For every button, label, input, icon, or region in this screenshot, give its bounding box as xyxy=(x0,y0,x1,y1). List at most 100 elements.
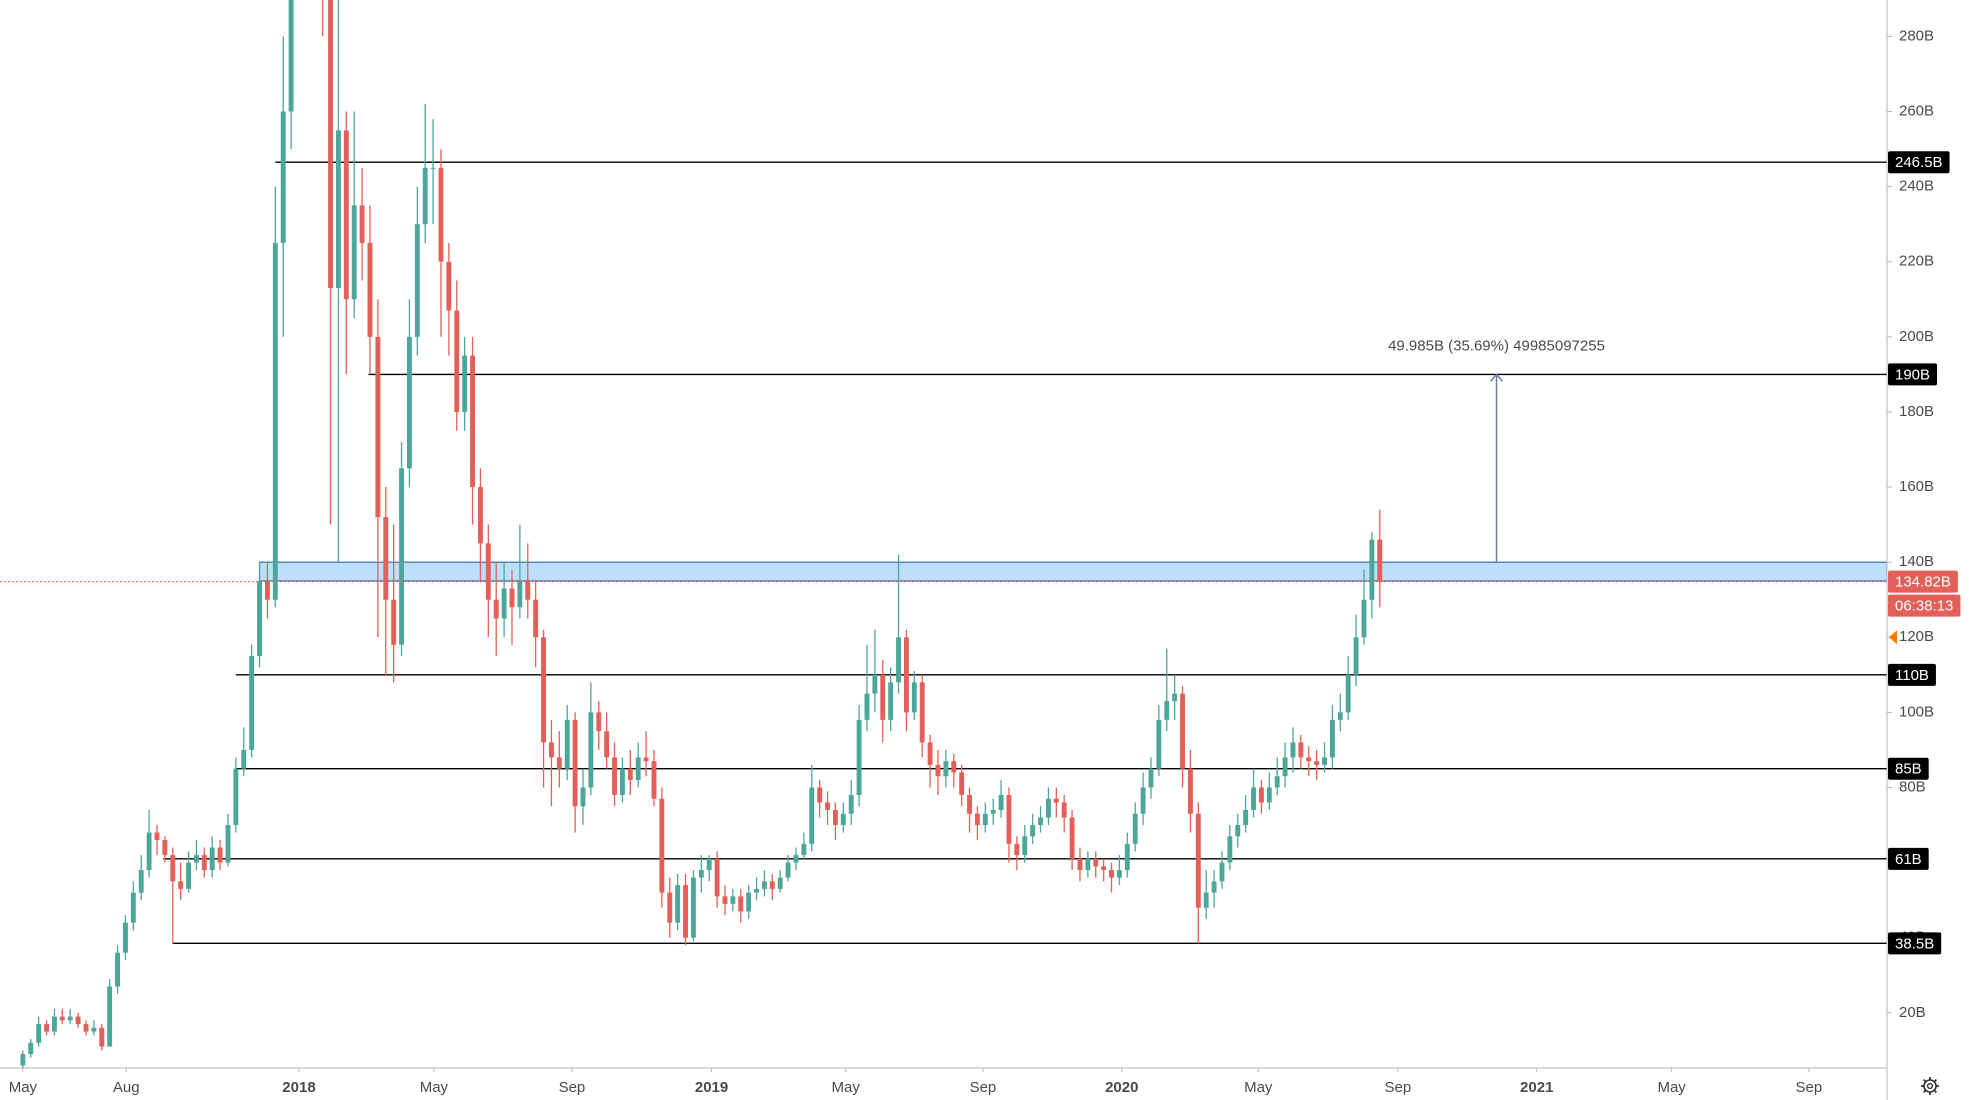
last-price-label: 134.82B xyxy=(1888,570,1958,593)
candle-body xyxy=(328,0,333,289)
candle-body xyxy=(864,693,870,720)
candle-body xyxy=(249,656,255,750)
settings-gear-teeth[interactable] xyxy=(1921,1077,1939,1095)
candle-body xyxy=(588,712,594,788)
candle-body xyxy=(1353,637,1359,675)
x-tick-label: May xyxy=(832,1079,861,1096)
level-label: 246.5B xyxy=(1888,151,1950,174)
candle-body xyxy=(1006,794,1012,844)
x-tick-label: 2020 xyxy=(1105,1079,1138,1096)
plot-area: 49.985B (35.69%) 49985097255 xyxy=(0,0,1887,1068)
candle-body xyxy=(75,1016,81,1025)
candle-body xyxy=(604,731,610,758)
candle-body xyxy=(470,355,475,488)
y-tick-label: 20B xyxy=(1899,1004,1926,1021)
candle-body xyxy=(974,813,980,826)
candle-body xyxy=(67,1016,73,1021)
candle-body xyxy=(943,761,949,777)
candle-body xyxy=(154,832,160,841)
candle-body xyxy=(438,167,444,262)
candle-body xyxy=(998,794,1004,811)
candle-body xyxy=(280,111,286,243)
level-label-box xyxy=(1888,757,1929,780)
level-label-box xyxy=(1888,932,1942,955)
candle-body xyxy=(643,757,649,762)
x-tick-label: 2019 xyxy=(695,1079,728,1096)
candle-body xyxy=(990,810,996,814)
last-price-label-box xyxy=(1888,570,1958,593)
candle-body xyxy=(1298,742,1304,758)
candle-body xyxy=(1053,798,1059,803)
candle-body xyxy=(1022,836,1028,856)
x-tick-label: Sep xyxy=(1796,1079,1823,1096)
y-tick-label: 140B xyxy=(1899,553,1934,570)
candle-body xyxy=(706,858,712,871)
candle-body xyxy=(1164,701,1170,720)
candle-body xyxy=(580,787,586,807)
x-tick-label: May xyxy=(1244,1079,1273,1096)
candle-body xyxy=(675,885,681,923)
y-tick-label: 280B xyxy=(1899,27,1934,44)
settings-gear-hub[interactable] xyxy=(1926,1082,1934,1090)
candle-body xyxy=(982,813,988,826)
candle-body xyxy=(288,0,294,112)
candle-body xyxy=(754,888,759,893)
candle-body xyxy=(746,892,752,912)
candle-body xyxy=(572,719,578,807)
settings-icon[interactable] xyxy=(1921,1077,1939,1095)
candle-body xyxy=(1314,761,1320,765)
candle-body xyxy=(777,877,783,889)
y-tick-label: 80B xyxy=(1899,778,1926,795)
candle-body xyxy=(556,757,562,769)
candle-body xyxy=(848,794,854,814)
candle-body xyxy=(115,952,120,987)
candle-body xyxy=(1211,881,1217,893)
candle-body xyxy=(1077,858,1083,871)
candle-body xyxy=(36,1024,42,1043)
candle-body xyxy=(730,896,736,904)
candle-body xyxy=(951,761,957,773)
candle-body xyxy=(1132,813,1138,844)
candle-body xyxy=(714,858,720,897)
y-tick-label: 240B xyxy=(1899,178,1934,195)
candle-body xyxy=(1014,843,1020,856)
x-tick-label: May xyxy=(420,1079,449,1096)
candle-body xyxy=(107,986,113,1047)
y-tick-label: 180B xyxy=(1899,403,1934,420)
candle-body xyxy=(162,840,168,856)
candle-body xyxy=(1156,719,1162,769)
candle-body xyxy=(28,1042,34,1055)
countdown: 06:38:13 xyxy=(1888,594,1961,617)
candle-body xyxy=(1322,757,1327,765)
candle-body xyxy=(454,310,460,412)
candle-body xyxy=(485,543,491,600)
candle-body xyxy=(959,772,965,795)
candle-body xyxy=(722,896,728,904)
candle-body xyxy=(825,802,830,811)
candle-body xyxy=(1116,870,1122,878)
candle-body xyxy=(20,1054,26,1066)
candle-body xyxy=(446,261,452,311)
candle-body xyxy=(761,881,767,889)
candle-body xyxy=(1258,787,1264,803)
candle-body xyxy=(667,892,673,923)
level-label: 110B xyxy=(1888,663,1936,686)
candle-body xyxy=(233,768,239,826)
candle-body xyxy=(872,674,878,694)
candle-body xyxy=(1180,693,1185,769)
level-label-box xyxy=(1888,151,1950,174)
candle-body xyxy=(619,768,625,795)
candle-body xyxy=(1124,843,1130,871)
candle-body xyxy=(241,749,247,769)
candle-body xyxy=(477,487,483,544)
candle-body xyxy=(462,355,468,412)
x-tick-label: May xyxy=(9,1079,38,1096)
candle-body xyxy=(375,336,381,518)
level-label: 190B xyxy=(1888,363,1938,386)
candle-body xyxy=(1227,836,1233,863)
candle-body xyxy=(627,768,633,780)
candle-body xyxy=(1061,802,1067,818)
candle-body xyxy=(888,682,894,720)
candle-body xyxy=(919,682,925,743)
